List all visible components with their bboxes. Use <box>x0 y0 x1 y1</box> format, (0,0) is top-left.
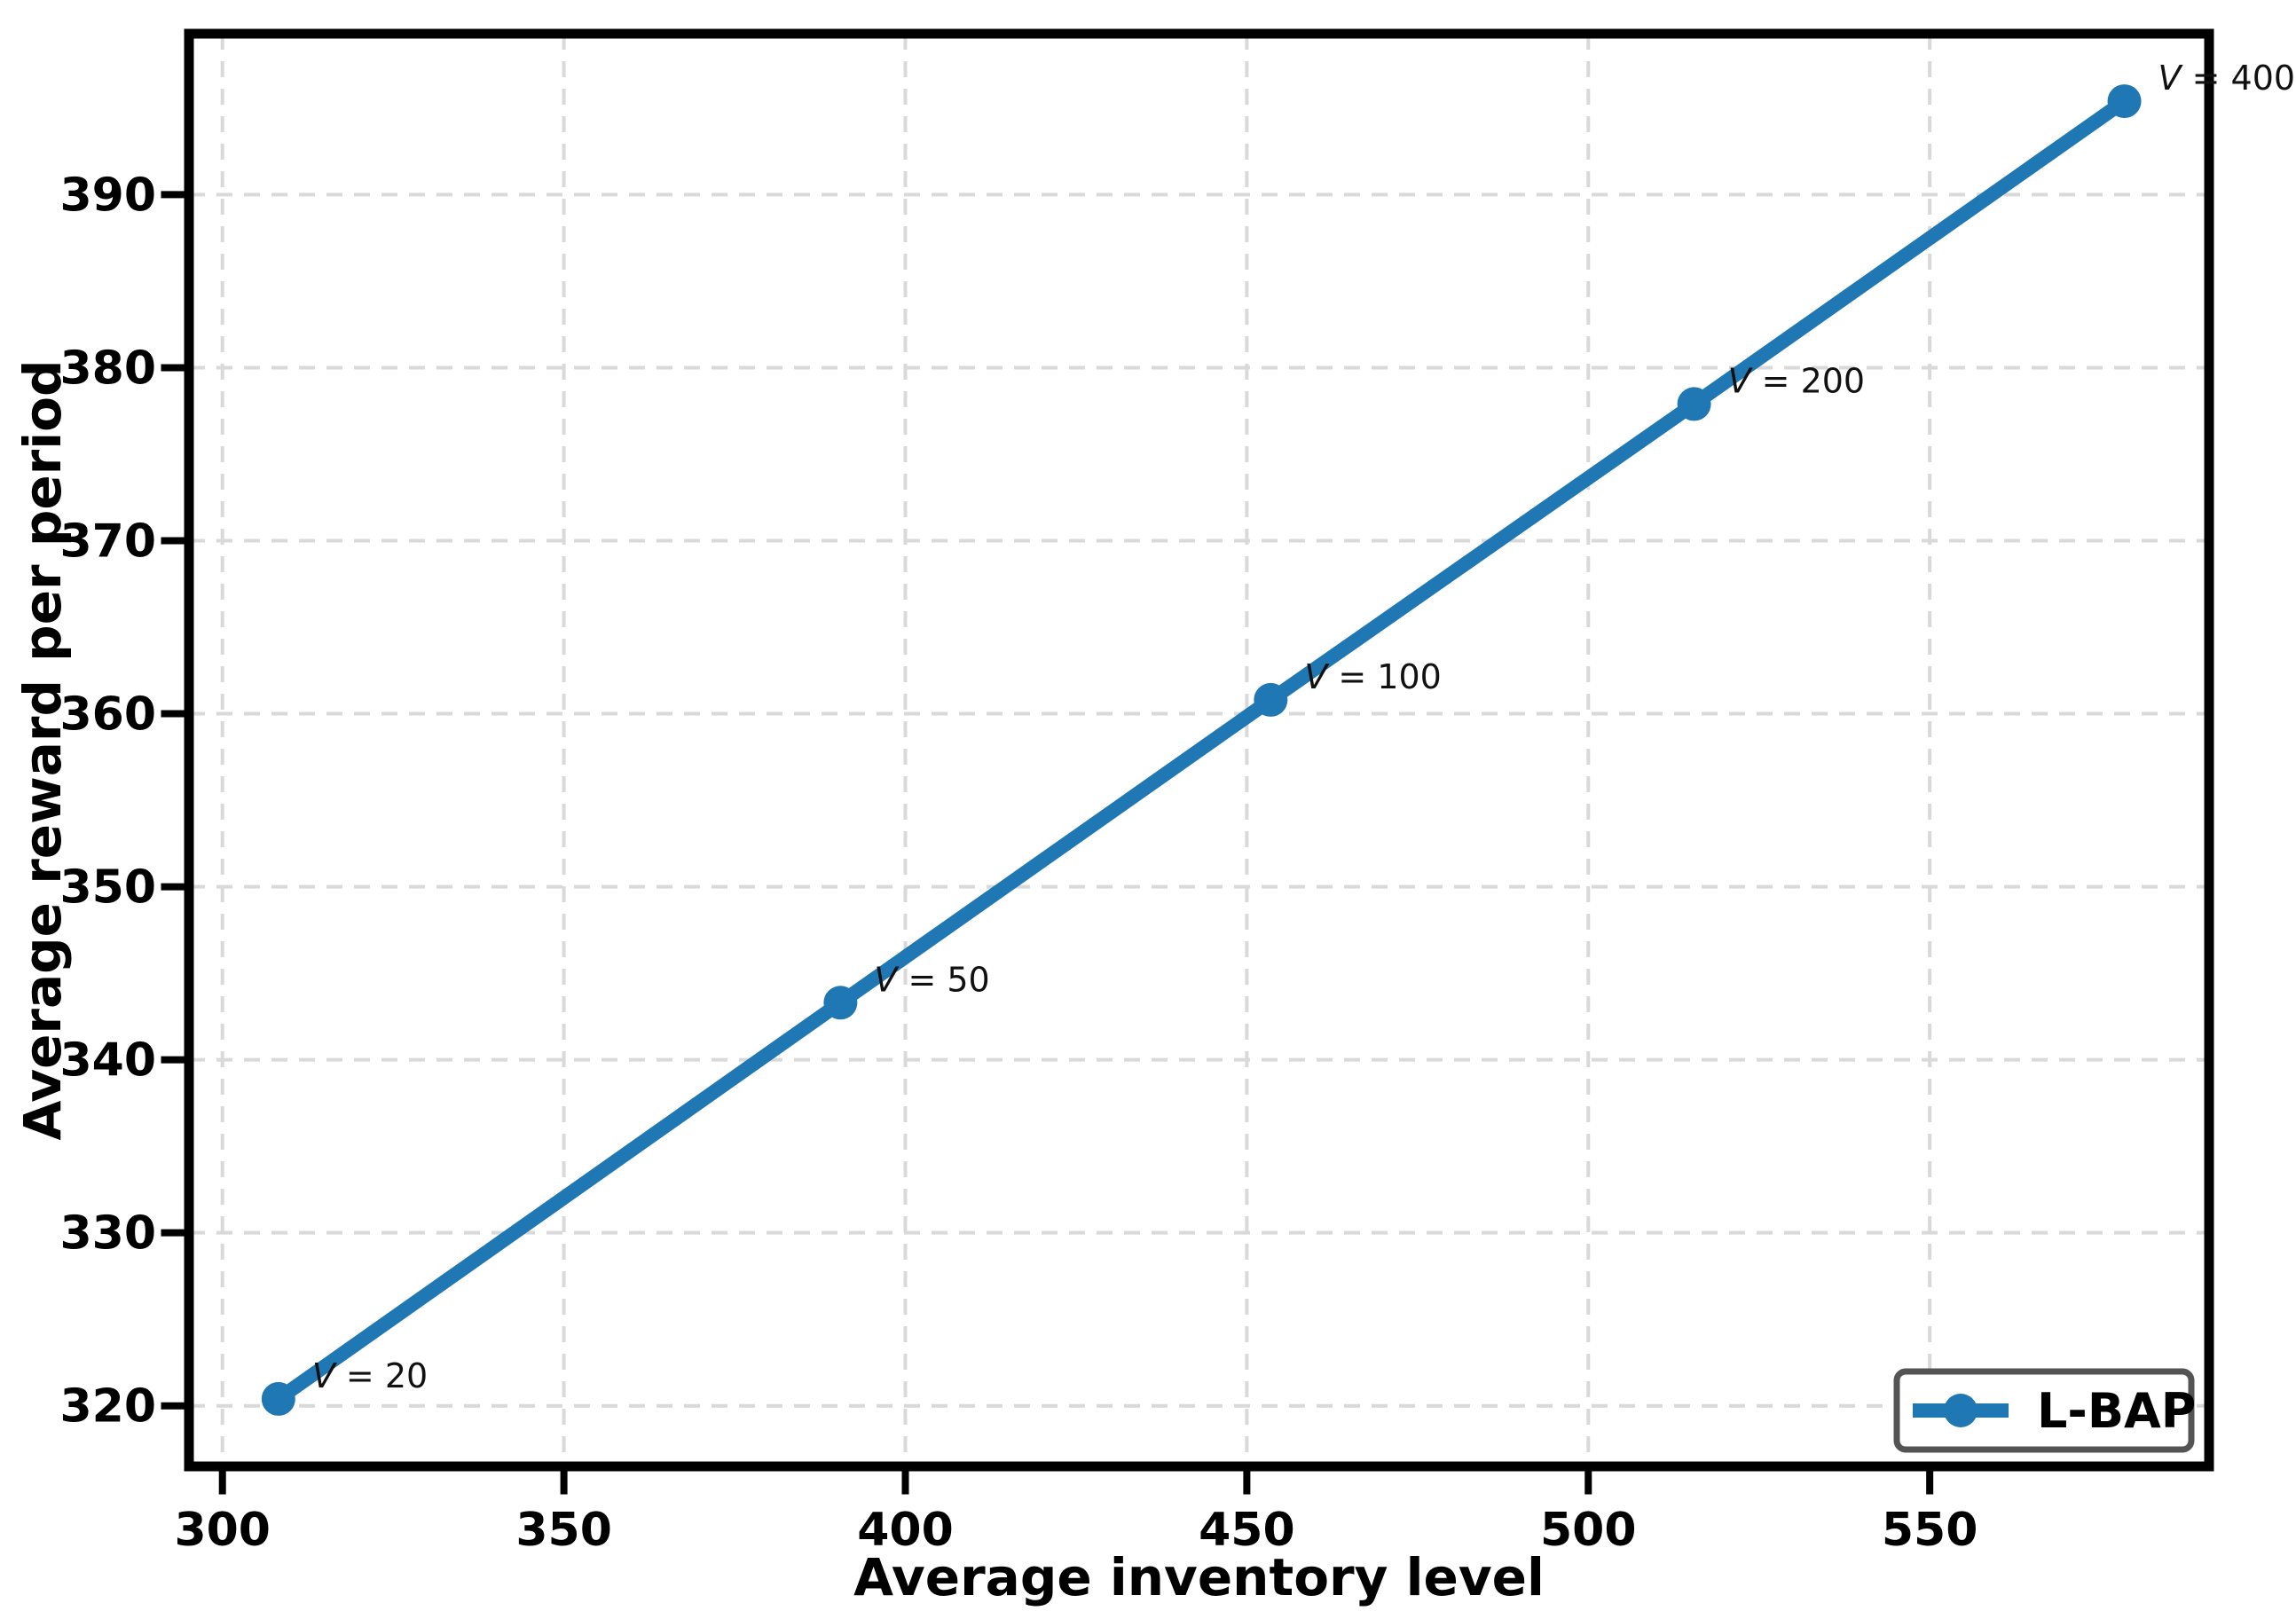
data-point-marker <box>1254 682 1288 717</box>
y-axis: 320 330 340 350 360 370 380 390 <box>59 169 185 1434</box>
grid-lines <box>189 34 2209 1466</box>
y-tick-label: 380 <box>59 342 156 395</box>
y-tick-label: 360 <box>59 688 156 742</box>
x-tick-label: 400 <box>857 1504 954 1557</box>
y-tick-label: 390 <box>59 169 156 222</box>
x-tick-label: 450 <box>1199 1504 1295 1557</box>
y-tick-label: 340 <box>59 1034 156 1088</box>
x-tick-label: 550 <box>1882 1504 1978 1557</box>
data-point-marker <box>823 986 858 1020</box>
y-tick-label: 370 <box>59 515 156 568</box>
x-tick-label: 350 <box>515 1504 612 1557</box>
y-tick-label: 350 <box>59 861 156 915</box>
y-axis-title: Average reward per period <box>12 359 73 1140</box>
legend-box <box>1893 1368 2195 1453</box>
data-point-marker <box>261 1381 295 1416</box>
legend-marker-sample <box>1944 1394 1978 1427</box>
point-annotation: V = 400 <box>2158 59 2296 98</box>
point-annotation: V = 100 <box>1304 657 1442 696</box>
point-annotation: V = 200 <box>1728 361 1866 400</box>
data-point-marker <box>1677 387 1711 421</box>
data-point-marker <box>2107 84 2142 119</box>
x-tick-label: 500 <box>1540 1504 1637 1557</box>
axes-spines <box>184 28 2214 1472</box>
point-annotation: V = 20 <box>312 1356 428 1395</box>
x-axis-title: Average inventory level <box>853 1547 1545 1607</box>
y-tick-label: 320 <box>59 1380 156 1434</box>
legend: L-BAP <box>1893 1368 2196 1453</box>
y-tick-label: 330 <box>59 1207 156 1261</box>
x-tick-label: 300 <box>174 1504 271 1557</box>
x-axis: 300 350 400 450 500 550 <box>174 1471 1978 1557</box>
legend-label: L-BAP <box>2037 1383 2196 1439</box>
point-annotation: V = 50 <box>874 960 989 999</box>
